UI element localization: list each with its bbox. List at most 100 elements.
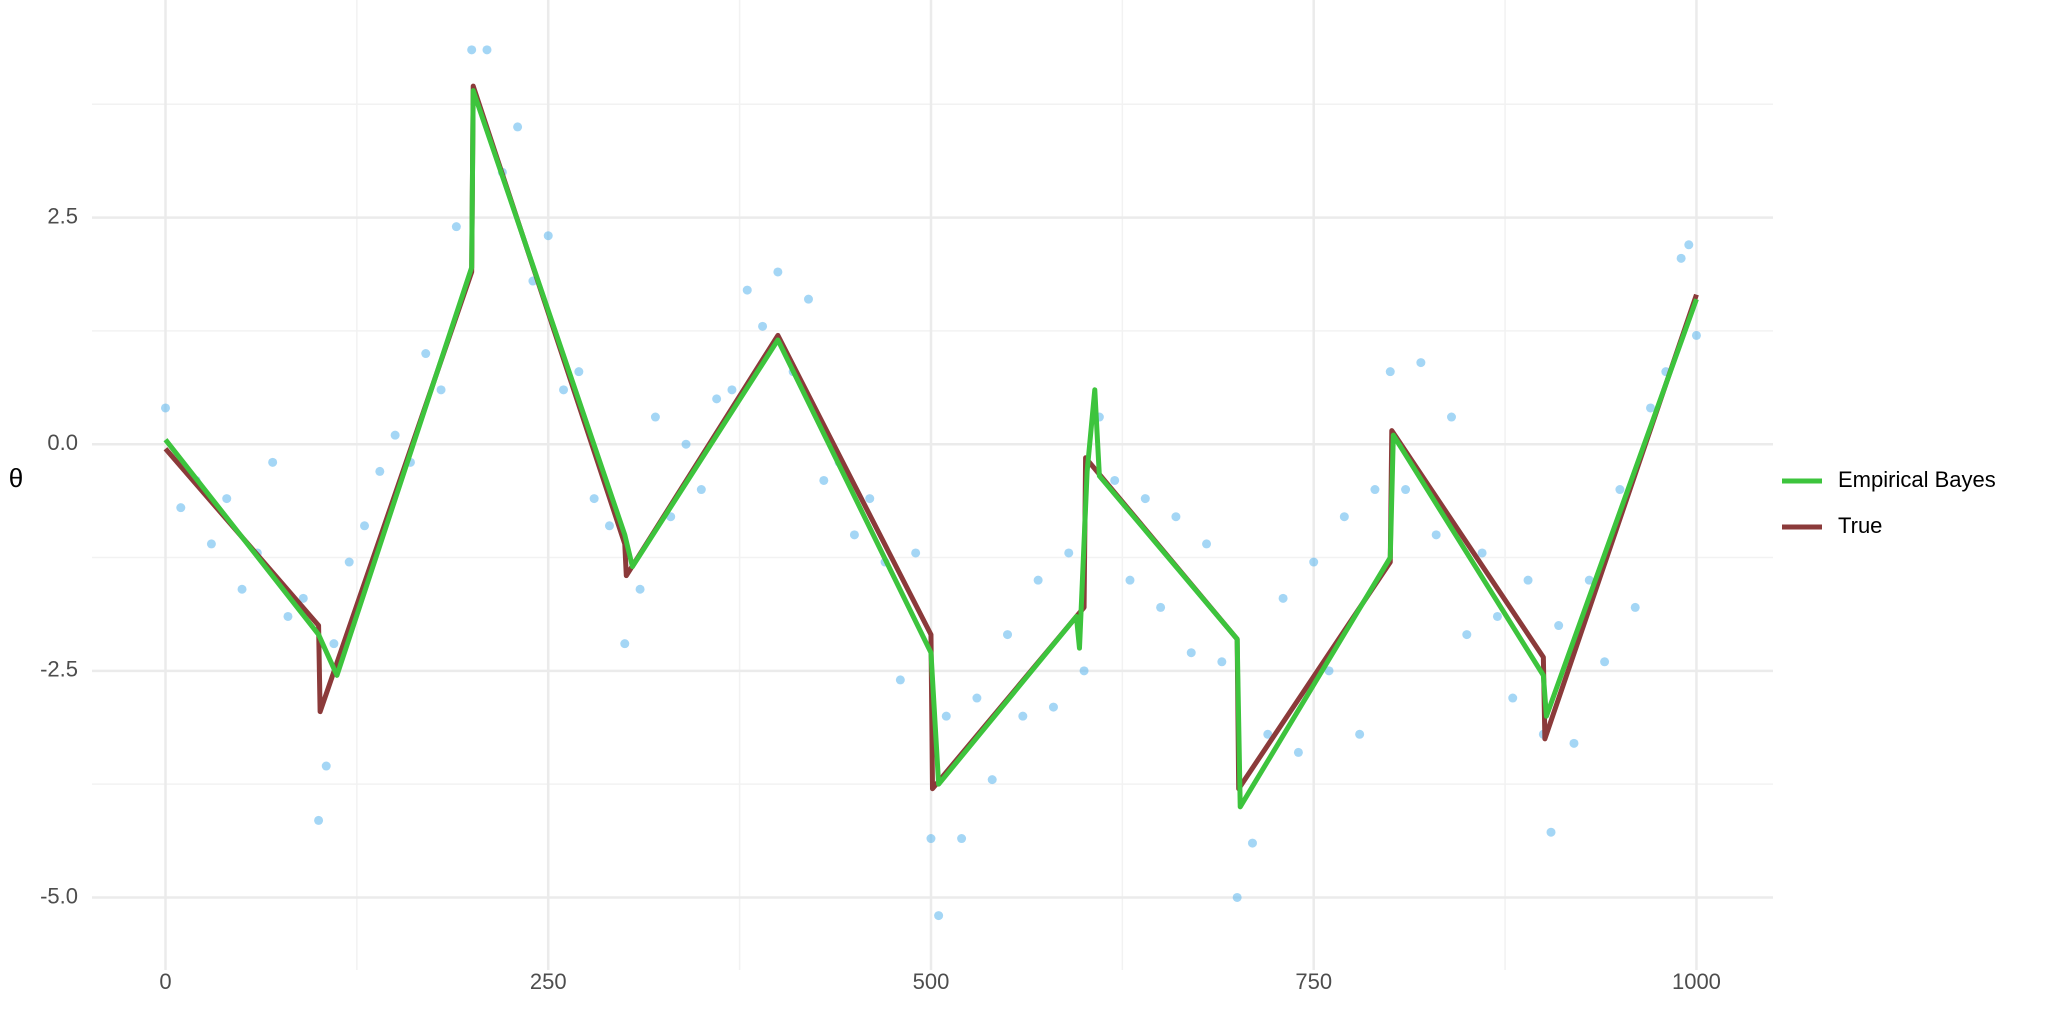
data-point <box>482 45 492 55</box>
data-point <box>1462 630 1472 640</box>
data-point <box>1278 593 1288 603</box>
data-point <box>1324 666 1334 676</box>
data-point <box>1546 827 1556 837</box>
data-point <box>559 385 569 395</box>
data-point <box>1232 892 1242 902</box>
data-point <box>895 675 905 685</box>
data-point <box>1217 657 1227 667</box>
data-point <box>160 403 170 413</box>
data-point <box>819 475 829 485</box>
data-point <box>1477 548 1487 558</box>
data-point <box>237 584 247 594</box>
data-point <box>513 122 523 132</box>
data-point <box>681 439 691 449</box>
data-point <box>712 394 722 404</box>
data-point <box>849 530 859 540</box>
data-point <box>543 231 553 241</box>
data-point <box>1048 702 1058 712</box>
y-tick-label: -5.0 <box>40 883 78 908</box>
data-point <box>727 385 737 395</box>
data-point <box>1247 838 1257 848</box>
x-tick-label: 1000 <box>1672 969 1721 994</box>
data-point <box>1140 494 1150 504</box>
data-point <box>283 611 293 621</box>
y-tick-label: 0.0 <box>47 430 78 455</box>
data-point <box>375 466 385 476</box>
data-point <box>620 639 630 649</box>
data-point <box>1630 602 1640 612</box>
data-point <box>1523 575 1533 585</box>
data-point <box>742 285 752 295</box>
x-tick-label: 250 <box>530 969 567 994</box>
data-point <box>1171 512 1181 522</box>
legend-label: Empirical Bayes <box>1838 467 1996 492</box>
data-point <box>987 775 997 785</box>
data-point <box>1431 530 1441 540</box>
data-point <box>926 834 936 844</box>
data-point <box>1064 548 1074 558</box>
data-point <box>1401 485 1411 495</box>
data-point <box>176 503 186 513</box>
data-point <box>314 815 324 825</box>
data-point <box>1003 630 1013 640</box>
data-point <box>360 521 370 531</box>
data-point <box>1309 557 1319 567</box>
data-point <box>1156 602 1166 612</box>
data-point <box>206 539 216 549</box>
x-tick-label: 0 <box>159 969 171 994</box>
data-point <box>1110 475 1120 485</box>
y-axis-title: θ <box>9 463 23 493</box>
data-point <box>1385 367 1395 377</box>
data-point <box>941 711 951 721</box>
data-point <box>1569 738 1579 748</box>
data-point <box>1508 693 1518 703</box>
data-point <box>1691 330 1701 340</box>
data-point <box>650 412 660 422</box>
data-point <box>1676 253 1686 263</box>
data-point <box>1600 657 1610 667</box>
data-point <box>865 494 875 504</box>
data-point <box>696 485 706 495</box>
data-point <box>451 222 461 232</box>
data-point <box>390 430 400 440</box>
data-point <box>467 45 477 55</box>
data-point <box>758 321 768 331</box>
data-point <box>1018 711 1028 721</box>
x-tick-label: 500 <box>913 969 950 994</box>
data-point <box>1079 666 1089 676</box>
data-point <box>298 593 308 603</box>
data-point <box>1554 621 1564 631</box>
data-point <box>1646 403 1656 413</box>
data-point <box>1355 729 1365 739</box>
y-tick-label: -2.5 <box>40 657 78 682</box>
series-line <box>163 88 1699 810</box>
data-point <box>1615 485 1625 495</box>
data-point <box>1033 575 1043 585</box>
data-point <box>957 834 967 844</box>
x-tick-label: 750 <box>1295 969 1332 994</box>
data-point <box>1416 358 1426 368</box>
data-point <box>1125 575 1135 585</box>
data-point <box>635 584 645 594</box>
data-point <box>329 639 339 649</box>
data-point <box>1684 240 1694 250</box>
data-point <box>574 367 584 377</box>
data-point <box>344 557 354 567</box>
data-point <box>268 457 278 467</box>
y-tick-label: 2.5 <box>47 203 78 228</box>
data-point <box>436 385 446 395</box>
data-point <box>803 294 813 304</box>
data-point <box>321 761 331 771</box>
data-point <box>773 267 783 277</box>
data-point <box>934 911 944 921</box>
data-point <box>1202 539 1212 549</box>
data-point <box>1370 485 1380 495</box>
data-point <box>1293 747 1303 757</box>
data-point <box>604 521 614 531</box>
data-point <box>222 494 232 504</box>
data-point <box>1263 729 1273 739</box>
data-point <box>911 548 921 558</box>
data-point <box>1186 648 1196 658</box>
data-point <box>1492 611 1502 621</box>
